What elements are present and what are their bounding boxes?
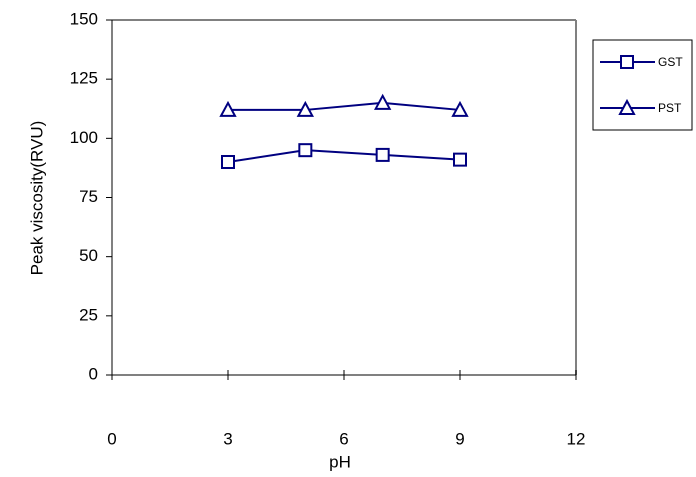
y-axis-label: Peak viscosity(RVU) [27,121,46,276]
x-tick-label: 6 [339,429,348,448]
marker [222,156,234,168]
x-tick-label: 12 [567,429,586,448]
chart: pH Peak viscosity(RVU) 0 25 50 75 100 125 150 0… [0,0,696,477]
marker [454,154,466,166]
legend-label: PST [658,101,682,115]
x-axis-label: pH [329,452,351,471]
marker [299,144,311,156]
page: {"chart_data": {"type": "line", "x_label… [0,0,696,477]
x-tick-label: 9 [455,429,464,448]
legend-marker [621,56,633,68]
y-tick-label: 150 [70,9,98,28]
y-tick-label: 25 [79,305,98,324]
x-tick-label: 3 [223,429,232,448]
y-tick-label: 100 [70,128,98,147]
data-line [228,150,460,162]
y-tick-label: 125 [70,69,98,88]
legend-label: GST [658,55,683,69]
y-tick-label: 0 [89,364,98,383]
data-line [228,103,460,110]
y-tick-label: 75 [79,187,98,206]
y-tick-label: 50 [79,246,98,265]
legend-box [593,40,692,130]
marker [377,149,389,161]
x-tick-label: 0 [107,429,116,448]
